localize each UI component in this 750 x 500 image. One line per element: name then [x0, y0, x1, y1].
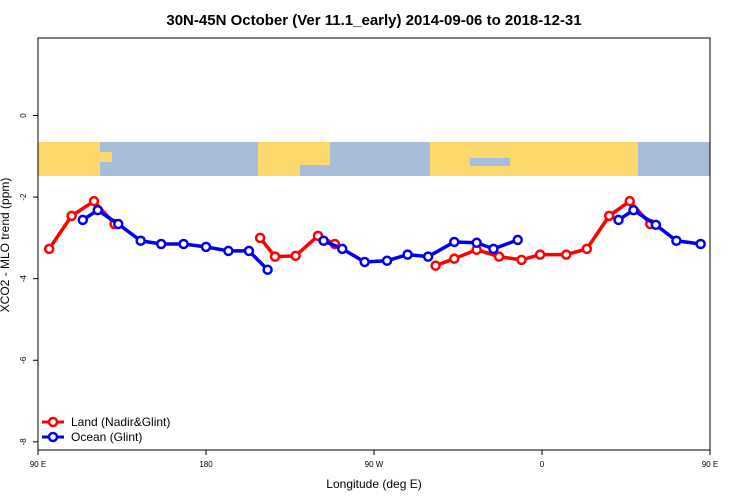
legend-label: Land (Nadir&Glint) — [71, 415, 170, 429]
marker — [516, 254, 527, 266]
marker — [512, 234, 523, 246]
marker — [613, 214, 624, 226]
legend-label: Ocean (Glint) — [71, 430, 142, 444]
chart-title: 30N-45N October (Ver 11.1_early) 2014-09… — [166, 12, 581, 29]
x-tick-label: 180 — [199, 460, 213, 469]
marker — [381, 255, 393, 266]
y-tick-label: -2 — [19, 193, 28, 201]
marker — [650, 219, 662, 231]
marker — [624, 195, 635, 207]
marker — [337, 243, 348, 255]
y-tick-label: -6 — [19, 356, 28, 364]
marker — [449, 253, 460, 264]
marker — [66, 210, 77, 222]
x-axis-label: Longitude (deg E) — [326, 477, 421, 491]
marker — [200, 241, 212, 253]
marker — [493, 251, 505, 262]
marker — [488, 243, 499, 255]
marker — [262, 264, 273, 275]
marker — [402, 249, 413, 260]
x-tick-label: 90 W — [365, 460, 384, 469]
series-line — [47, 199, 652, 268]
marker — [471, 237, 482, 249]
marker — [430, 260, 441, 271]
marker — [422, 251, 434, 262]
y-axis-label: XCO2 - MLO trend (ppm) — [0, 178, 12, 313]
marker — [135, 235, 146, 246]
marker — [43, 243, 55, 255]
marker — [88, 195, 100, 207]
marker — [269, 251, 281, 262]
x-tick-label: 0 — [540, 460, 545, 469]
marker — [359, 256, 370, 268]
x-tick-label: 90 E — [30, 460, 46, 469]
marker — [449, 236, 460, 248]
marker — [92, 204, 103, 216]
marker — [243, 245, 255, 257]
marker — [113, 218, 124, 230]
marker — [77, 214, 89, 226]
marker — [534, 249, 546, 260]
map-strip — [38, 142, 710, 176]
marker — [290, 250, 301, 262]
marker — [178, 238, 189, 250]
marker — [581, 243, 593, 255]
y-tick-label: 0 — [19, 113, 28, 118]
marker — [318, 235, 329, 246]
marker — [671, 235, 682, 246]
legend-marker — [47, 431, 59, 443]
marker — [254, 232, 266, 244]
legend-marker — [47, 416, 59, 428]
marker — [223, 245, 234, 257]
y-tick-label: -8 — [19, 438, 28, 446]
marker — [155, 238, 167, 250]
marker — [695, 238, 706, 250]
marker — [603, 210, 615, 222]
marker — [561, 249, 572, 260]
x-tick-label: 90 E — [702, 460, 718, 469]
y-tick-label: -4 — [19, 275, 28, 283]
marker — [628, 204, 639, 216]
